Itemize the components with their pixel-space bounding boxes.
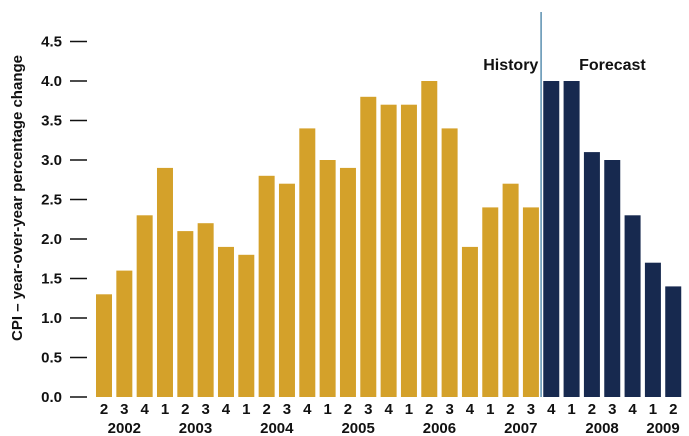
history-bar bbox=[522, 207, 539, 397]
annotations: History Forecast bbox=[483, 57, 646, 74]
history-bar bbox=[319, 160, 336, 397]
x-quarter-label: 3 bbox=[283, 401, 291, 418]
y-axis-ticks: 0.0 0.5 1.0 1.5 2.0 2.5 3.0 3.5 4.0 4.5 bbox=[41, 34, 87, 406]
history-bar bbox=[136, 215, 153, 397]
history-bar bbox=[339, 167, 356, 397]
x-quarter-label: 4 bbox=[140, 401, 149, 418]
y-tick-label: 1.5 bbox=[41, 271, 62, 288]
history-bar bbox=[502, 183, 519, 397]
x-quarter-label: 2 bbox=[100, 401, 108, 418]
history-bar bbox=[278, 183, 295, 397]
history-bar bbox=[258, 175, 275, 397]
history-bar bbox=[461, 246, 478, 397]
history-bar bbox=[197, 223, 214, 397]
y-tick-label: 3.0 bbox=[41, 152, 62, 169]
history-bar bbox=[238, 254, 255, 397]
x-quarter-label: 2 bbox=[262, 401, 270, 418]
x-quarter-label: 4 bbox=[547, 401, 556, 418]
history-bar bbox=[360, 96, 377, 398]
history-bar bbox=[217, 246, 234, 397]
history-bar bbox=[299, 128, 316, 397]
forecast-bar bbox=[583, 152, 600, 397]
history-bar bbox=[177, 231, 194, 397]
x-quarter-label: 4 bbox=[384, 401, 393, 418]
bars bbox=[96, 81, 682, 398]
x-year-label: 2007 bbox=[504, 420, 537, 436]
y-tick-label: 1.0 bbox=[41, 310, 62, 327]
forecast-bar bbox=[543, 81, 560, 397]
y-tick-label: 2.5 bbox=[41, 192, 62, 209]
x-quarter-label: 1 bbox=[161, 401, 169, 418]
forecast-bar bbox=[665, 286, 682, 397]
y-tick-label: 3.5 bbox=[41, 113, 62, 130]
x-quarter-label: 1 bbox=[242, 401, 250, 418]
x-quarter-label: 3 bbox=[201, 401, 209, 418]
y-tick-label: 4.5 bbox=[41, 34, 62, 51]
history-bar bbox=[421, 81, 438, 397]
x-quarter-label: 3 bbox=[364, 401, 372, 418]
x-quarter-label: 2 bbox=[425, 401, 433, 418]
history-bar bbox=[400, 104, 417, 397]
history-bar bbox=[380, 104, 397, 397]
annotation-history: History bbox=[483, 57, 538, 74]
x-year-label: 2009 bbox=[646, 420, 679, 436]
x-year-label: 2006 bbox=[423, 420, 456, 436]
x-quarter-label: 2 bbox=[344, 401, 352, 418]
x-quarter-label: 3 bbox=[608, 401, 616, 418]
x-quarter-label: 1 bbox=[567, 401, 575, 418]
x-year-label: 2003 bbox=[179, 420, 212, 436]
y-tick-label: 0.5 bbox=[41, 350, 62, 367]
history-bar bbox=[156, 167, 173, 397]
x-quarter-label: 1 bbox=[323, 401, 331, 418]
x-quarter-label: 1 bbox=[649, 401, 657, 418]
x-quarter-label: 4 bbox=[466, 401, 475, 418]
forecast-bar bbox=[604, 160, 621, 397]
y-tick-label: 4.0 bbox=[41, 73, 62, 90]
x-quarter-label: 1 bbox=[486, 401, 494, 418]
y-tick-label: 2.0 bbox=[41, 231, 62, 248]
x-quarter-label: 3 bbox=[527, 401, 535, 418]
x-quarter-label: 2 bbox=[588, 401, 596, 418]
y-axis-label: CPI – year-over-year percentage change bbox=[9, 55, 26, 341]
x-axis-year-labels: 2002 2003 2004 2005 2006 2007 2008 2009 bbox=[108, 420, 680, 436]
x-year-label: 2004 bbox=[260, 420, 294, 436]
annotation-forecast: Forecast bbox=[579, 57, 646, 74]
x-quarter-label: 4 bbox=[303, 401, 312, 418]
x-quarter-label: 1 bbox=[405, 401, 413, 418]
x-quarter-label: 4 bbox=[222, 401, 231, 418]
x-quarter-label: 3 bbox=[120, 401, 128, 418]
forecast-bar bbox=[624, 215, 641, 397]
history-bar bbox=[96, 294, 112, 397]
history-bar bbox=[482, 207, 499, 397]
x-quarter-label: 3 bbox=[445, 401, 453, 418]
x-year-label: 2008 bbox=[585, 420, 618, 436]
history-bar bbox=[116, 270, 133, 397]
x-quarter-label: 2 bbox=[506, 401, 514, 418]
x-year-label: 2002 bbox=[108, 420, 141, 436]
y-tick-label: 0.0 bbox=[41, 389, 62, 406]
x-quarter-label: 2 bbox=[181, 401, 189, 418]
x-quarter-label: 2 bbox=[669, 401, 677, 418]
forecast-bar bbox=[563, 81, 580, 397]
history-bar bbox=[441, 128, 458, 397]
x-year-label: 2005 bbox=[341, 420, 374, 436]
forecast-bar bbox=[644, 262, 661, 397]
x-quarter-label: 4 bbox=[628, 401, 637, 418]
